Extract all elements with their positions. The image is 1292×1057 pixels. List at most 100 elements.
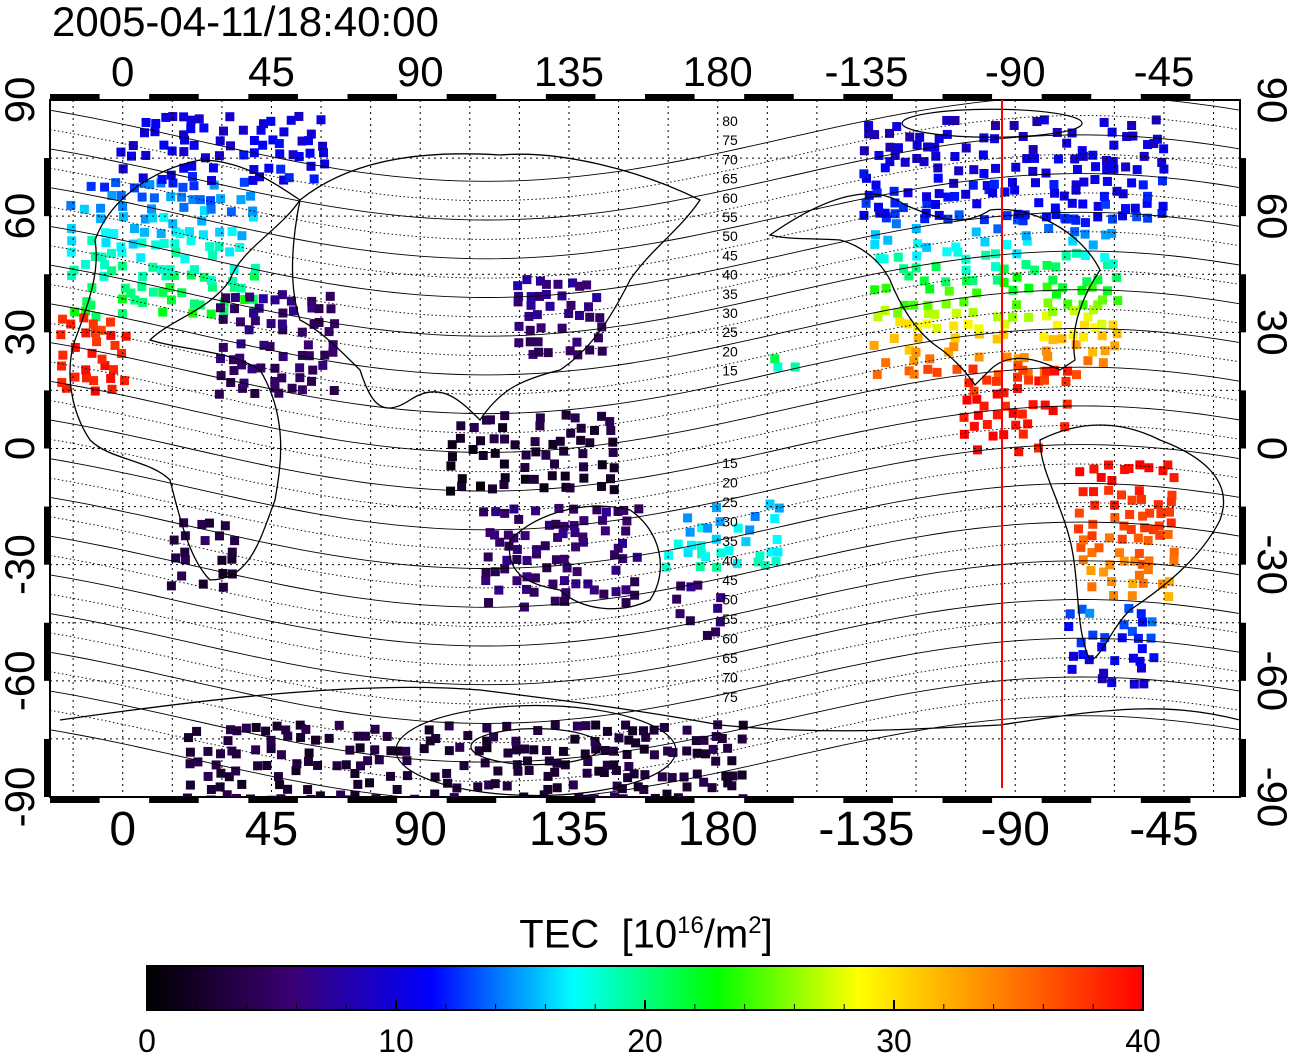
tec-pixel — [119, 376, 129, 386]
contour-label-south: 65 — [722, 650, 738, 666]
tec-pixel — [509, 533, 519, 543]
tec-pixel — [156, 229, 166, 239]
tec-pixel — [237, 779, 247, 789]
tec-pixel — [989, 179, 999, 189]
tec-pixel — [318, 360, 328, 370]
tec-pixel — [872, 188, 882, 198]
frame-bar-bottom — [1140, 797, 1191, 803]
tec-pixel — [258, 294, 268, 304]
tec-pixel — [189, 299, 199, 309]
tec-pixel — [1071, 340, 1081, 350]
tec-pixel — [215, 136, 225, 146]
tec-pixel — [274, 139, 284, 149]
contour-label-north: 60 — [722, 190, 738, 206]
tec-pixel — [968, 364, 978, 374]
tec-pixel — [392, 785, 402, 795]
contour-label-north: 65 — [722, 171, 738, 187]
tec-pixel — [277, 373, 287, 383]
tec-pixel — [573, 350, 583, 360]
tec-pixel — [306, 161, 316, 171]
tec-pixel — [106, 248, 116, 258]
tec-pixel — [618, 794, 628, 797]
tec-pixel — [502, 721, 512, 731]
tec-pixel — [216, 354, 226, 364]
tec-pixel — [685, 616, 695, 626]
tec-pixel — [1104, 460, 1114, 470]
tec-pixel — [952, 364, 962, 374]
frame-bar-top — [744, 94, 794, 100]
tec-pixel — [1022, 154, 1032, 164]
tec-pixel — [66, 200, 76, 210]
tec-pixel — [673, 793, 683, 797]
tec-pixel — [494, 585, 504, 595]
tec-pixel — [558, 746, 568, 756]
tec-pixel — [1039, 332, 1049, 342]
tec-pixel — [592, 505, 602, 515]
tec-pixel — [117, 261, 127, 271]
tec-pixel — [580, 749, 590, 759]
contour-label-north: 50 — [722, 228, 738, 244]
tec-pixel — [968, 180, 978, 190]
tec-pixel — [560, 596, 570, 606]
tec-pixel — [228, 355, 238, 365]
tec-pixel — [158, 307, 168, 317]
tec-pixel — [500, 473, 510, 483]
tec-pixel — [575, 281, 585, 291]
tec-pixel — [1069, 306, 1079, 316]
tec-pixel — [513, 297, 523, 307]
tec-pixel — [1061, 377, 1071, 387]
tec-pixel — [974, 324, 984, 334]
tec-region-pacific-islands — [661, 499, 784, 572]
contour-label-south: 75 — [722, 689, 738, 705]
contour-label-north: 80 — [722, 113, 738, 129]
tec-pixel — [912, 140, 922, 150]
coast-asia — [291, 153, 701, 422]
tec-pixel — [920, 214, 930, 224]
tec-pixel — [273, 772, 283, 782]
lat-label-right: -60 — [1249, 650, 1292, 711]
tec-pixel — [490, 779, 500, 789]
tec-pixel — [236, 195, 246, 205]
tec-pixel — [522, 572, 532, 582]
tec-pixel — [276, 750, 286, 760]
colorbar-tick-label: 0 — [138, 1023, 156, 1057]
tec-pixel — [502, 555, 512, 565]
tec-pixel — [251, 722, 261, 732]
tec-pixel — [57, 378, 67, 388]
tec-pixel — [885, 128, 895, 138]
tec-pixel — [568, 278, 578, 288]
tec-pixel — [250, 263, 260, 273]
tec-pixel — [238, 383, 248, 393]
tec-pixel — [500, 434, 510, 444]
contour-line — [50, 521, 1240, 608]
tec-pixel — [550, 596, 560, 606]
contour-label-north: 45 — [722, 247, 738, 263]
tec-pixel — [1138, 511, 1148, 521]
tec-pixel — [66, 247, 76, 257]
tec-pixel — [447, 452, 457, 462]
tec-pixel — [1128, 653, 1138, 663]
tec-pixel — [711, 627, 721, 637]
tec-pixel — [1129, 679, 1139, 689]
tec-pixel — [180, 547, 190, 557]
tec-pixel — [1012, 272, 1022, 282]
lon-label-bottom: 135 — [529, 803, 609, 856]
tec-pixel — [699, 777, 709, 787]
tec-pixel — [621, 598, 631, 608]
tec-pixel — [873, 202, 883, 212]
tec-pixel — [107, 190, 117, 200]
tec-pixel — [1097, 674, 1107, 684]
tec-pixel — [353, 731, 363, 741]
tec-pixel — [682, 782, 692, 792]
tec-pixel — [582, 768, 592, 778]
tec-region-new-zealand — [672, 580, 726, 640]
tec-pixel — [738, 794, 748, 797]
tec-pixel — [1074, 524, 1084, 534]
tec-pixel — [1151, 115, 1161, 125]
tec-pixel — [667, 773, 677, 783]
tec-pixel — [166, 295, 176, 305]
tec-pixel — [693, 580, 703, 590]
tec-pixel — [1099, 668, 1109, 678]
tec-pixel — [1018, 216, 1028, 226]
tec-pixel — [491, 507, 501, 517]
